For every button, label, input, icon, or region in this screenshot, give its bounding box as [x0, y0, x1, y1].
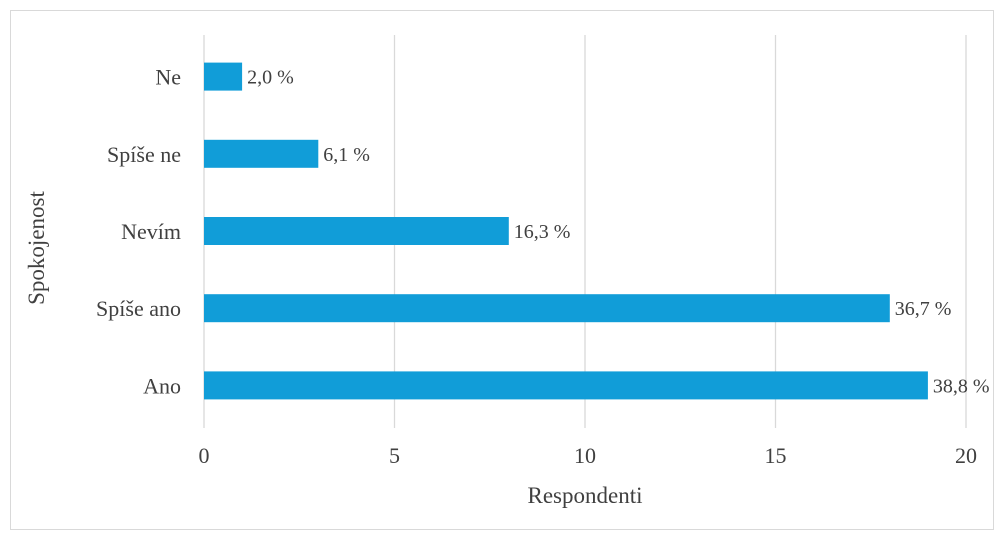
x-axis-title: Respondenti	[528, 483, 643, 508]
data-label: 2,0 %	[247, 67, 294, 89]
x-tick-label: 10	[574, 443, 596, 468]
y-axis-title: Spokojenost	[24, 191, 49, 305]
category-label: Ano	[143, 373, 181, 398]
x-tick-label: 0	[199, 443, 210, 468]
category-label: Spíše ano	[96, 296, 181, 321]
category-labels: Ano Spíše ano Nevím Spíše ne Ne	[96, 65, 181, 399]
bar	[204, 139, 319, 168]
bar	[204, 371, 928, 400]
x-tick-label: 15	[765, 443, 787, 468]
chart-frame	[10, 10, 994, 530]
x-tick-label: 20	[955, 443, 977, 468]
data-label: 6,1 %	[323, 144, 370, 166]
bar	[204, 294, 890, 323]
category-label: Spíše ne	[107, 142, 181, 167]
data-label: 36,7 %	[895, 298, 952, 320]
bar	[204, 217, 509, 245]
data-label: 38,8 %	[933, 375, 990, 397]
category-label: Nevím	[121, 219, 181, 244]
x-tick-label: 5	[389, 443, 400, 468]
bars	[204, 62, 928, 400]
category-label: Ne	[155, 65, 181, 90]
bar	[204, 62, 243, 91]
value-labels: 38,8 % 36,7 % 16,3 % 6,1 % 2,0 %	[247, 67, 989, 398]
data-label: 16,3 %	[514, 221, 571, 243]
x-tick-labels: 0 5 10 15 20	[199, 443, 978, 468]
